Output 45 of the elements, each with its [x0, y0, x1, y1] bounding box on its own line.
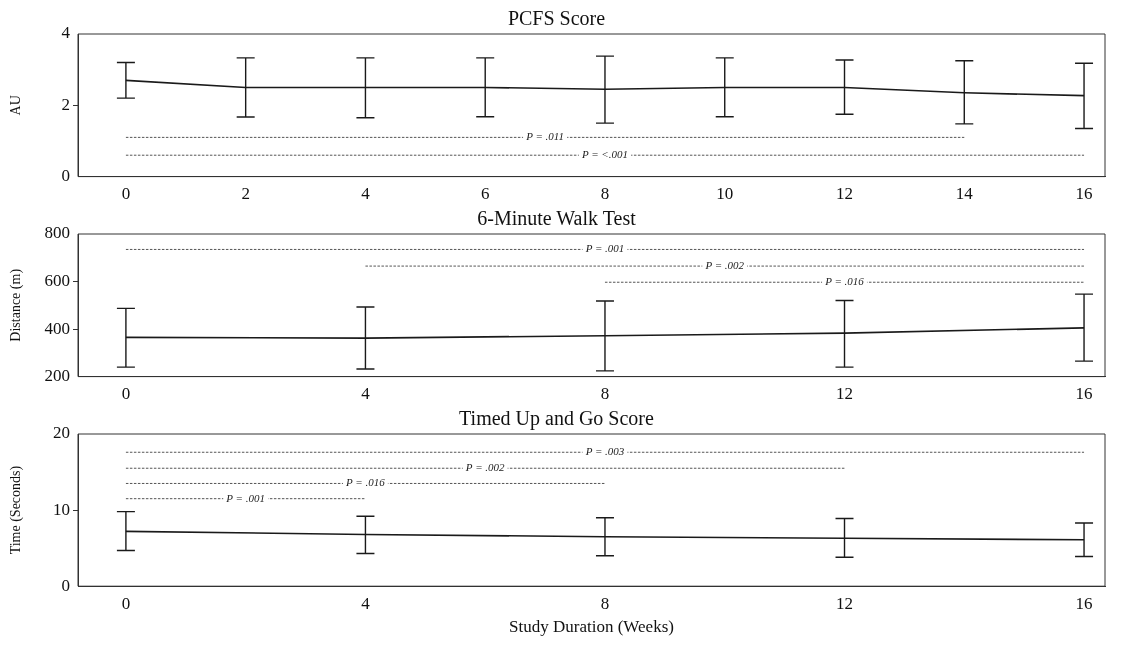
x-tick-label: 4 — [361, 593, 371, 613]
annotation: P = .003 — [584, 445, 625, 458]
y-tick-label: 2 — [61, 94, 70, 114]
y-tick-label: 400 — [44, 318, 70, 338]
y-tick-label: 200 — [44, 366, 70, 386]
y-axis-title: Distance (m) — [8, 268, 25, 342]
y-tick-label: 4 — [61, 23, 71, 43]
x-tick-label: 16 — [1075, 184, 1093, 204]
y-axis-title: Time (Seconds) — [8, 465, 25, 555]
x-tick-label: 12 — [836, 384, 854, 404]
y-tick-label: 0 — [61, 575, 70, 595]
x-axis-title: Study Duration (Weeks) — [509, 617, 674, 637]
x-tick-label: 0 — [121, 384, 131, 404]
chart-title: Timed Up and Go Score — [459, 407, 655, 431]
annotation: P = .002 — [464, 461, 506, 474]
x-tick-label: 10 — [716, 184, 734, 204]
x-tick-label: 16 — [1075, 593, 1093, 613]
x-tick-label: 16 — [1075, 384, 1093, 404]
chart-title: 6-Minute Walk Test — [477, 207, 637, 230]
x-tick-label: 8 — [600, 384, 610, 404]
x-tick-label: 8 — [600, 184, 610, 204]
x-tick-label: 0 — [121, 184, 131, 204]
annotation: P = .001 — [225, 491, 266, 504]
x-tick-label: 2 — [241, 184, 250, 204]
x-tick-label: 12 — [836, 184, 854, 204]
annotation: P = .001 — [584, 242, 625, 255]
y-axis-title: AU — [8, 95, 24, 116]
annotation: P = .016 — [345, 476, 386, 489]
x-tick-label: 6 — [480, 184, 490, 204]
y-tick-label: 0 — [61, 166, 70, 186]
annotation: P = .011 — [525, 130, 565, 143]
x-tick-label: 14 — [955, 184, 974, 204]
x-tick-label: 12 — [836, 593, 854, 613]
x-tick-label: 4 — [361, 184, 371, 204]
chart-title: PCFS Score — [507, 7, 606, 30]
x-tick-label: 8 — [600, 593, 610, 613]
annotation: P = <.001 — [580, 148, 629, 161]
y-tick-label: 20 — [53, 423, 70, 443]
annotation: P = .002 — [704, 258, 745, 271]
x-tick-label: 0 — [121, 593, 131, 613]
annotation: P = .016 — [824, 275, 865, 288]
x-tick-label: 4 — [361, 384, 371, 404]
y-tick-label: 800 — [44, 223, 70, 243]
y-tick-label: 600 — [44, 271, 70, 290]
y-tick-label: 10 — [53, 499, 70, 519]
